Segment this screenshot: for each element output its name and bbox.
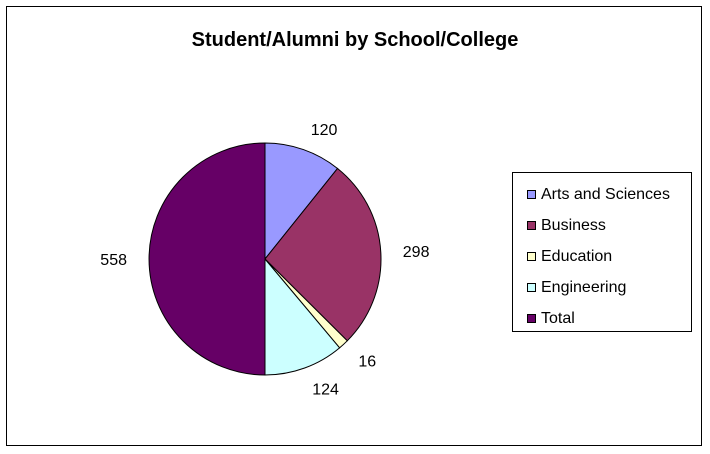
legend-swatch [527,314,536,323]
legend-item-total: Total [527,303,691,334]
chart-legend: Arts and Sciences Business Education Engine… [512,172,692,332]
chart-title: Student/Alumni by School/College [191,29,519,51]
legend-swatch [527,190,536,199]
legend-swatch [527,252,536,261]
data-label-arts-and-sciences: 120 [311,122,338,139]
legend-label: Education [541,247,613,265]
data-label-business: 298 [403,244,430,261]
pie-slice-arts-and-sciences [264,142,339,261]
data-label-education: 16 [358,354,376,371]
legend-label: Business [541,216,606,234]
pie-slice-total [148,142,266,376]
legend-label: Total [541,309,575,327]
pie-slice-engineering [264,257,341,376]
legend-item-business: Business [527,210,691,241]
data-label-total: 558 [100,252,127,269]
legend-item-education: Education [527,241,691,272]
legend-swatch [527,221,536,230]
legend-label: Arts and Sciences [541,185,670,203]
legend-item-engineering: Engineering [527,272,691,303]
legend-label: Engineering [541,278,627,296]
legend-swatch [527,283,536,292]
legend-item-arts-and-sciences: Arts and Sciences [527,179,691,210]
data-label-engineering: 124 [312,382,339,399]
pie-slice-business [264,167,382,342]
